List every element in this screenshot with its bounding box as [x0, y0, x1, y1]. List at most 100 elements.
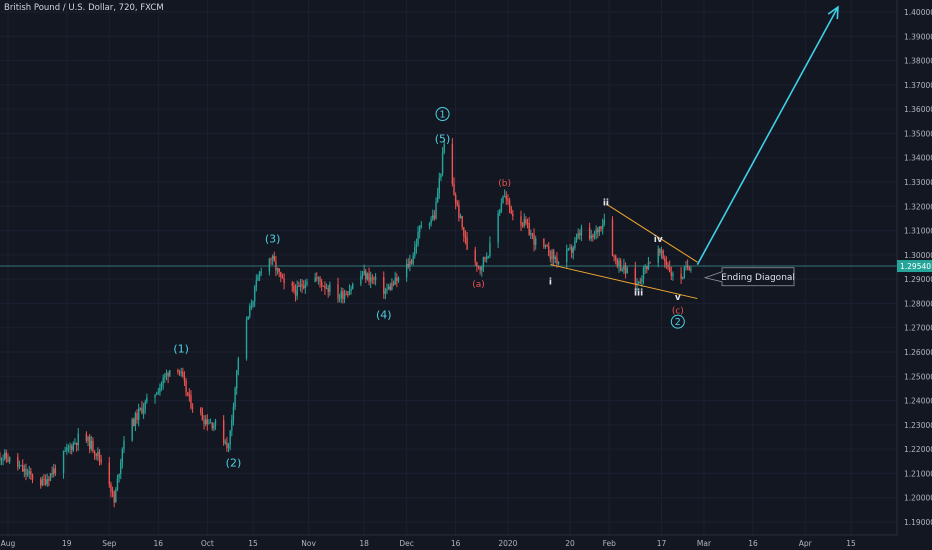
candle-body [389, 286, 391, 290]
candle-body [85, 433, 88, 441]
candle-body [548, 246, 550, 257]
candle-body [234, 388, 236, 407]
candle-body [110, 484, 112, 492]
upper-diagonal-trendline[interactable] [605, 203, 698, 263]
candle-body [41, 478, 44, 486]
candle-body [75, 443, 78, 446]
candle-body [436, 193, 439, 202]
candle-body [664, 258, 666, 261]
candle-body [108, 462, 110, 485]
candle-body [508, 200, 511, 208]
x-tick-label: Aug [1, 539, 16, 548]
candle-body [528, 223, 530, 236]
projection-arrow-line[interactable] [696, 6, 839, 265]
candle-body [322, 285, 325, 287]
candle-body [77, 433, 79, 446]
candle-body [639, 281, 641, 283]
candle-body [686, 265, 689, 269]
candle-body [98, 451, 101, 460]
candle-body [352, 284, 354, 289]
candle-body [100, 459, 102, 463]
candle-body [343, 294, 346, 300]
candle-body [481, 266, 483, 271]
candle-body [523, 219, 525, 226]
current-price-tag-label: 1.29540 [900, 262, 931, 271]
candle-body [301, 284, 303, 287]
candle-body [458, 204, 460, 218]
candle-body [88, 436, 91, 450]
candle-body [67, 447, 70, 449]
candle-body [17, 456, 19, 467]
candle-body [577, 233, 579, 238]
price-axis[interactable]: 1.19000 1.20000 1.21000 1.22000 1.23000 1.240… [896, 0, 932, 535]
candle-body [206, 419, 209, 425]
y-tick-label: 1.33000 [904, 178, 932, 187]
candle-body [634, 267, 637, 285]
candle-body [93, 451, 96, 454]
candle-body [154, 394, 156, 398]
candle-body [188, 395, 191, 397]
candle-body [410, 260, 413, 264]
candle-body [71, 446, 73, 451]
lower-diagonal-trendline[interactable] [550, 264, 698, 300]
x-tick-label: 18 [359, 539, 369, 548]
y-tick-label: 1.29000 [904, 275, 932, 284]
candle-body [443, 143, 445, 153]
wave-label: (3) [265, 233, 281, 246]
candle-body [291, 283, 293, 286]
x-tick-label: 2020 [498, 539, 517, 548]
candle-body [551, 250, 553, 260]
y-tick-label: 1.24000 [904, 397, 932, 406]
x-tick-label: 16 [154, 539, 164, 548]
candle-body [659, 248, 661, 254]
candle-body [683, 267, 686, 278]
candle-body [394, 277, 396, 285]
candle-body [415, 244, 418, 248]
candle-body [320, 281, 323, 286]
candle-body [178, 371, 181, 373]
candle-body [97, 451, 99, 456]
candle-body [160, 383, 163, 387]
candle-body [616, 259, 619, 267]
candle-body [236, 370, 238, 389]
candle-body [131, 419, 133, 441]
candle-body [626, 267, 628, 274]
wave-label: 2 [675, 317, 681, 328]
x-tick-label: Sep [102, 539, 116, 548]
candle-body [317, 277, 320, 279]
candle-body [438, 178, 441, 194]
candle-body [456, 202, 458, 205]
y-tick-label: 1.28000 [904, 299, 932, 308]
candle-body [613, 255, 615, 257]
candle-body [641, 278, 643, 282]
candle-body [682, 277, 684, 279]
candle-body [211, 422, 213, 429]
y-tick-label: 1.39000 [904, 32, 932, 41]
candle-body [345, 294, 347, 296]
candle-body [530, 233, 532, 236]
candle-body [670, 272, 672, 276]
candle-body [31, 474, 34, 480]
time-axis[interactable]: Aug 19 Sep 16 Oct 15 Nov 18 Dec 16 2020 20 Feb 17 Mar 1… [0, 534, 897, 548]
x-tick-label: 17 [657, 539, 667, 548]
candle-body [590, 235, 592, 239]
candle-body [350, 288, 352, 291]
candle-body [636, 282, 638, 285]
candle-body [260, 271, 262, 273]
x-tick-label: 15 [248, 539, 258, 548]
candle-body [476, 262, 478, 266]
wave-label: (2) [226, 457, 242, 470]
candle-body [482, 257, 485, 267]
candle-body [232, 406, 235, 420]
candle-body [25, 468, 27, 475]
candle-body [556, 257, 558, 264]
candle-body [371, 277, 374, 279]
ending-diagonal-callout-box[interactable] [703, 267, 795, 287]
candle-body [642, 267, 645, 279]
candle-body [459, 216, 462, 218]
candle-body [49, 473, 52, 481]
candle-body [231, 419, 233, 431]
candle-body [430, 219, 432, 224]
